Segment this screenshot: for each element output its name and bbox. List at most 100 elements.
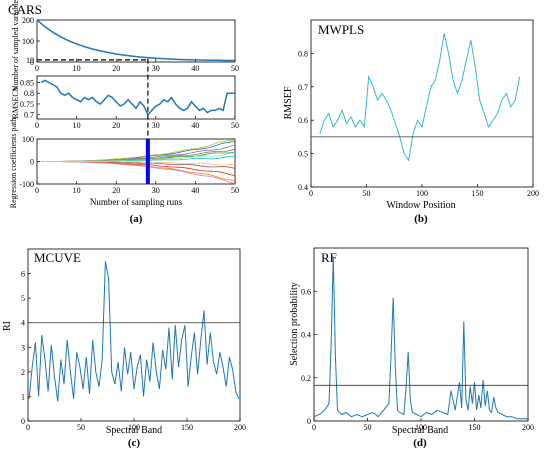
panel-b-ylabel: RMSEF	[283, 86, 294, 119]
x-tick-label-a2: 40	[191, 121, 199, 130]
plot-frame-d	[313, 247, 529, 422]
y-tick-label-c: 1	[21, 392, 25, 401]
y-tick-label-a1: 100	[22, 37, 34, 46]
x-tick-label-a1: 40	[191, 64, 199, 73]
x-tick-label-a2: 0	[35, 121, 39, 130]
y-tick-label-c: 5	[21, 294, 25, 303]
panel-a-label: (a)	[130, 213, 143, 225]
x-tick-label-d: 200	[522, 423, 534, 432]
series-line-c	[28, 261, 240, 402]
y-tick-label-a3: -100	[19, 180, 34, 189]
panel-c-title: MCUVE	[34, 250, 81, 265]
panel-c-label: (c)	[128, 437, 141, 449]
x-tick-label-b: 100	[416, 189, 428, 198]
plot-frame-c	[27, 248, 241, 422]
x-tick-label-a3: 20	[112, 186, 120, 195]
x-tick-label-d: 0	[312, 423, 316, 432]
x-tick-label-a3: 0	[35, 186, 39, 195]
panel-c-mcuve: MCUVE RI Spectral Band (c)	[2, 250, 162, 449]
x-tick-label-c: 200	[234, 423, 246, 432]
coef-path-line	[41, 152, 236, 162]
x-tick-label-c: 100	[128, 423, 140, 432]
x-tick-label-a3: 50	[231, 186, 239, 195]
y-tick-label-a2: 0.8	[24, 89, 34, 98]
y-tick-label-a1: 0	[30, 58, 34, 67]
y-tick-label-c: 3	[21, 343, 25, 352]
plot-frame-b	[310, 19, 534, 188]
panel-b-label: (b)	[414, 213, 428, 225]
axes-c: 0 50 100 150 200 0 1 2 3 4 5 6	[21, 248, 246, 432]
y-tick-label-d: 0.6	[301, 287, 311, 296]
x-tick-label-b: 150	[472, 189, 484, 198]
panel-a-coefficient-paths: Regression coefficients path Number of s…	[9, 118, 183, 225]
x-tick-label-a2: 30	[152, 121, 160, 130]
series-line-a2	[40, 79, 235, 117]
y-tick-label-d: 0	[307, 417, 311, 426]
x-tick-label-d: 50	[364, 423, 372, 432]
x-tick-label-d: 100	[415, 423, 427, 432]
y-tick-label-c: 0	[21, 417, 25, 426]
x-tick-label-a2: 10	[73, 121, 81, 130]
panel-a1-ylabel-group: Number of sampled variables	[11, 0, 20, 91]
panel-c-xlabel: Spectral Band	[106, 425, 162, 436]
panel-a3-xlabel: Number of sampling runs	[90, 197, 183, 207]
x-tick-label-a1: 20	[112, 64, 120, 73]
panel-a1-ylabel: Number of sampled variables	[11, 0, 20, 91]
y-tick-label-a1: 10	[26, 56, 34, 65]
x-tick-label-a3: 30	[152, 186, 160, 195]
panel-b-xlabel: Window Position	[386, 200, 455, 211]
axes-b: 0 50 100 150 200 0.4 0.5 0.6 0.7 0.8	[298, 19, 539, 198]
axes-a2: 0 10 20 30 40 50 0.7 0.75 0.8 0.85	[20, 75, 239, 130]
y-tick-label-b: 0.8	[298, 49, 308, 58]
y-tick-label-a2: 0.75	[20, 100, 34, 109]
x-tick-label-b: 200	[527, 189, 539, 198]
x-tick-label-c: 150	[181, 423, 193, 432]
panel-a3-ylabel: Regression coefficients path	[9, 118, 18, 209]
y-tick-label-d: 0.2	[301, 374, 311, 383]
panel-d-ylabel: Selection probability	[289, 282, 300, 366]
y-tick-label-c: 6	[21, 270, 25, 279]
y-tick-label-c: 4	[21, 319, 25, 328]
x-tick-label-a3: 40	[191, 186, 199, 195]
x-tick-label-a2: 20	[112, 121, 120, 130]
panel-b-title: MWPLS	[318, 22, 364, 37]
panel-a-rmsecv: RMSECV	[11, 85, 20, 118]
y-tick-label-b: 0.4	[298, 183, 308, 192]
y-tick-label-a2: 0.85	[20, 78, 34, 87]
panel-d-rf: RF Selection probability Spectral Band (…	[289, 250, 448, 449]
panel-a2-ylabel: RMSECV	[11, 85, 20, 118]
x-tick-label-c: 0	[26, 423, 30, 432]
y-tick-label-d: 0.4	[301, 331, 311, 340]
x-tick-label-b: 0	[309, 189, 313, 198]
panel-c-ylabel: RI	[2, 321, 13, 331]
panel-b-mwpls: MWPLS RMSEF Window Position (b)	[283, 22, 456, 225]
series-line-a1	[36, 19, 235, 62]
axes-d: 0 50 100 150 200 0 0.2 0.4 0.6	[301, 247, 534, 432]
x-tick-label-a1: 50	[231, 64, 239, 73]
panel-d-title: RF	[321, 250, 337, 265]
x-tick-label-d: 150	[469, 423, 481, 432]
x-tick-label-a3: 10	[73, 186, 81, 195]
x-tick-label-a1: 0	[35, 64, 39, 73]
panel-d-xlabel: Spectral Band	[392, 425, 448, 436]
panel-a-title: CARS	[8, 2, 42, 17]
x-tick-label-a1: 30	[152, 64, 160, 73]
y-tick-label-b: 0.7	[298, 83, 308, 92]
y-tick-label-a3: 100	[22, 135, 34, 144]
y-tick-label-c: 2	[21, 368, 25, 377]
panel-d-label: (d)	[413, 437, 427, 449]
y-tick-label-a1: 200	[22, 16, 34, 25]
y-tick-label-a3: 0	[30, 158, 34, 167]
x-tick-label-b: 50	[363, 189, 371, 198]
x-tick-label-a1: 10	[73, 64, 81, 73]
plot-frame-a2	[36, 75, 236, 120]
series-line-b	[319, 33, 521, 162]
plot-frame-a1	[36, 19, 236, 63]
series-line-d	[313, 256, 528, 420]
y-tick-label-b: 0.5	[298, 150, 308, 159]
y-tick-label-a2: 0.7	[24, 111, 34, 120]
y-tick-label-b: 0.6	[298, 116, 308, 125]
